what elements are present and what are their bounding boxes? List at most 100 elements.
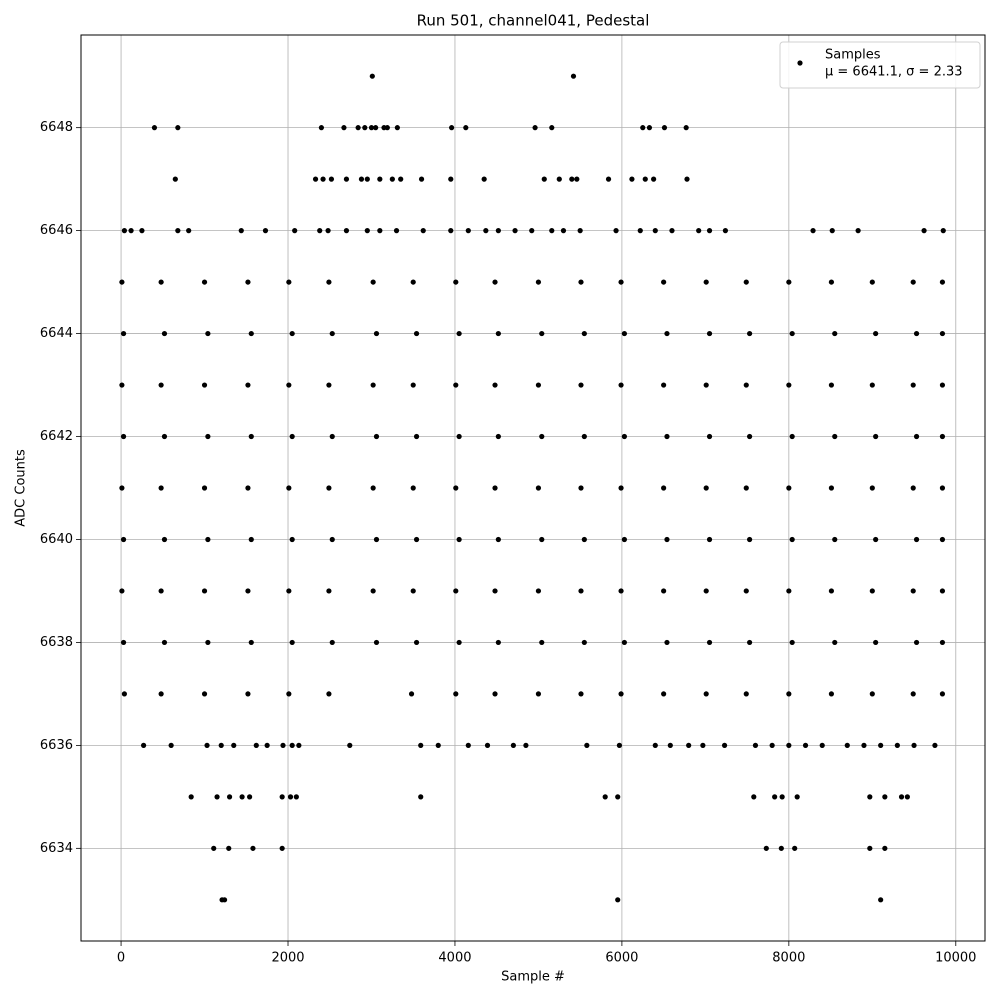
point: [292, 228, 298, 234]
point: [646, 125, 653, 131]
chart-title: Run 501, channel041, Pedestal: [417, 12, 650, 30]
point: [894, 742, 900, 748]
point: [341, 125, 347, 131]
point: [832, 330, 838, 337]
plot-frame: [80, 34, 986, 942]
point: [703, 691, 709, 697]
point: [651, 176, 657, 182]
point: [312, 176, 319, 182]
point: [869, 382, 875, 388]
point: [239, 794, 245, 800]
point: [667, 742, 673, 748]
point: [355, 125, 361, 131]
x-tick-label: 8000: [772, 951, 805, 966]
point: [373, 125, 379, 131]
point: [161, 433, 168, 440]
point: [119, 382, 125, 388]
point: [869, 485, 875, 491]
point: [581, 536, 587, 543]
point: [286, 485, 292, 491]
point: [618, 588, 624, 594]
point: [326, 382, 332, 388]
point: [939, 691, 946, 697]
point: [168, 742, 174, 748]
point: [172, 176, 178, 182]
point: [343, 228, 350, 234]
point: [214, 794, 220, 800]
point: [523, 742, 529, 748]
point: [867, 794, 873, 800]
point: [377, 228, 383, 234]
point: [201, 279, 208, 285]
point: [869, 691, 875, 697]
point: [326, 588, 332, 594]
point: [188, 794, 194, 800]
y-tick-label: 6646: [40, 223, 73, 238]
point: [743, 382, 749, 388]
y-tick-label: 6644: [40, 326, 73, 341]
point: [481, 176, 487, 182]
point: [878, 742, 884, 748]
point: [245, 485, 251, 491]
point: [882, 845, 888, 851]
point: [786, 588, 792, 594]
point: [247, 794, 253, 800]
point: [418, 794, 424, 800]
point: [289, 742, 295, 748]
point: [289, 433, 295, 440]
point: [453, 691, 459, 697]
point: [253, 742, 259, 748]
point: [373, 433, 380, 440]
point: [873, 639, 879, 646]
point: [245, 382, 251, 388]
point: [747, 330, 753, 337]
point: [329, 330, 335, 337]
point: [569, 176, 575, 182]
point: [320, 176, 326, 182]
point: [373, 639, 380, 646]
point: [495, 433, 501, 440]
point: [264, 742, 270, 748]
point: [706, 536, 713, 543]
point: [743, 485, 749, 491]
x-tick-label: 0: [117, 951, 125, 966]
point: [394, 125, 400, 131]
point: [495, 330, 501, 337]
legend-box: [779, 41, 981, 89]
point: [539, 639, 545, 646]
point: [621, 433, 628, 440]
point: [786, 279, 792, 285]
point: [205, 433, 211, 440]
point: [456, 330, 462, 337]
point: [939, 639, 946, 646]
point: [289, 639, 295, 646]
point: [810, 228, 816, 234]
point: [120, 536, 127, 543]
point: [248, 639, 254, 646]
point: [418, 176, 425, 182]
point: [413, 536, 420, 543]
point: [279, 794, 285, 800]
point: [581, 433, 587, 440]
x-axis-label: Sample #: [501, 970, 565, 985]
point: [218, 742, 224, 748]
point: [326, 485, 332, 491]
point: [329, 536, 335, 543]
point: [410, 279, 416, 285]
point: [578, 588, 584, 594]
point: [700, 742, 706, 748]
point: [211, 845, 217, 851]
point: [873, 433, 879, 440]
point: [456, 536, 462, 543]
point: [769, 742, 775, 748]
point: [629, 176, 635, 182]
point: [752, 742, 759, 748]
point: [398, 176, 404, 182]
point: [248, 433, 254, 440]
point: [535, 279, 542, 285]
point: [703, 588, 709, 594]
point: [819, 742, 825, 748]
point: [786, 691, 792, 697]
point: [721, 742, 728, 748]
